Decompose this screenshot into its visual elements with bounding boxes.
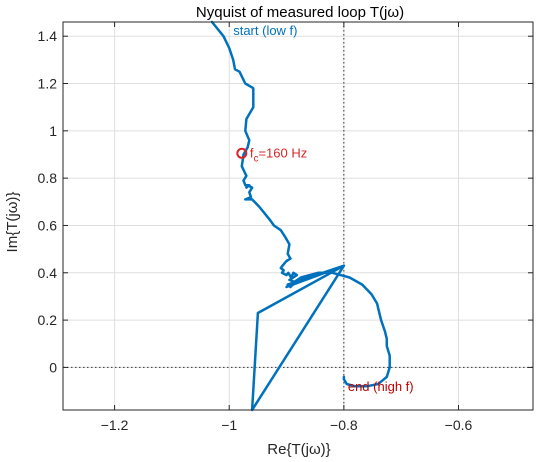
tick-labels: −1.2 −1 −0.8 −0.6 0 0.2 0.4 0.6 0.8 1 1.2 1.4 [38,28,473,433]
chart-title: Nyquist of measured loop T(jω) [196,4,404,21]
grid [63,22,533,410]
reference-lines [63,22,533,410]
x-tick-label: −0.8 [330,417,358,433]
annotation-label: end (high f) [348,379,414,394]
y-tick-label: 0.4 [38,265,58,281]
x-tick-label: −0.6 [445,417,473,433]
annotation-label: start (low f) [233,23,297,38]
axes [62,21,534,411]
y-axis-label: Im{T(jω)} [4,192,21,253]
x-tick-label: −1.2 [101,417,129,433]
x-tick-label: −1 [221,417,237,433]
y-tick-label: 1.2 [38,76,58,92]
y-tick-label: 0 [49,359,57,375]
crossover-label: fc=160 Hz [250,145,307,164]
y-tick-label: 1 [49,123,57,139]
x-axis-label: Re{T(jω)} [267,441,330,458]
axes-frame [62,21,534,411]
annotations: fc=160 Hz start (low f) end (high f) [233,23,413,394]
y-tick-label: 0.2 [38,312,58,328]
series-layer [210,20,391,412]
nyquist-curve [210,20,391,412]
y-tick-label: 0.8 [38,170,58,186]
crossover-marker [236,147,248,159]
y-tick-label: 0.6 [38,217,58,233]
y-tick-label: 1.4 [38,28,58,44]
